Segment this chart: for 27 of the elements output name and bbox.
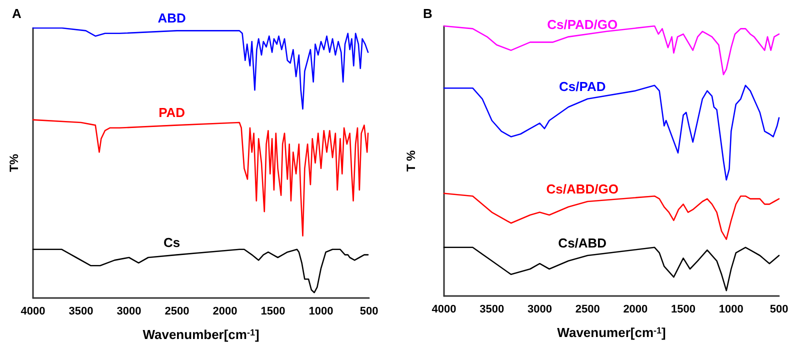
series-label: ABD (158, 10, 186, 26)
x-tick-label: 3500 (480, 304, 504, 316)
series-label: Cs (163, 234, 180, 250)
x-tick-label: 1000 (308, 306, 334, 318)
x-tick-label: 500 (360, 306, 378, 318)
x-tick-label: 4000 (20, 306, 46, 318)
chart-title: A (12, 6, 22, 21)
x-tick-label: 3500 (68, 306, 94, 318)
x-tick-label: 2000 (623, 304, 648, 316)
x-tick-label: 3000 (527, 304, 552, 316)
x-tick-label: 500 (770, 304, 788, 316)
series-label: Cs/PAD (559, 78, 606, 94)
series-label: Cs/PAD/GO (547, 16, 618, 32)
y-axis-title: T% (7, 154, 21, 172)
x-tick-label: 2000 (212, 306, 238, 318)
x-tick-label: 2500 (575, 304, 600, 316)
x-tick-label: 1500 (260, 306, 286, 318)
y-axis-title: T % (404, 150, 418, 172)
series-label: Cs/ABD (558, 236, 607, 250)
x-tick-label: 3000 (116, 306, 142, 318)
x-tick-label: 1500 (671, 304, 696, 316)
series-label: Cs/ABD/GO (546, 182, 618, 196)
chart-title: B (423, 6, 432, 21)
x-tick-label: 4000 (432, 304, 456, 316)
x-tick-label: 1000 (718, 304, 744, 316)
series-label: PAD (158, 105, 186, 120)
x-tick-label: 2500 (164, 306, 190, 318)
